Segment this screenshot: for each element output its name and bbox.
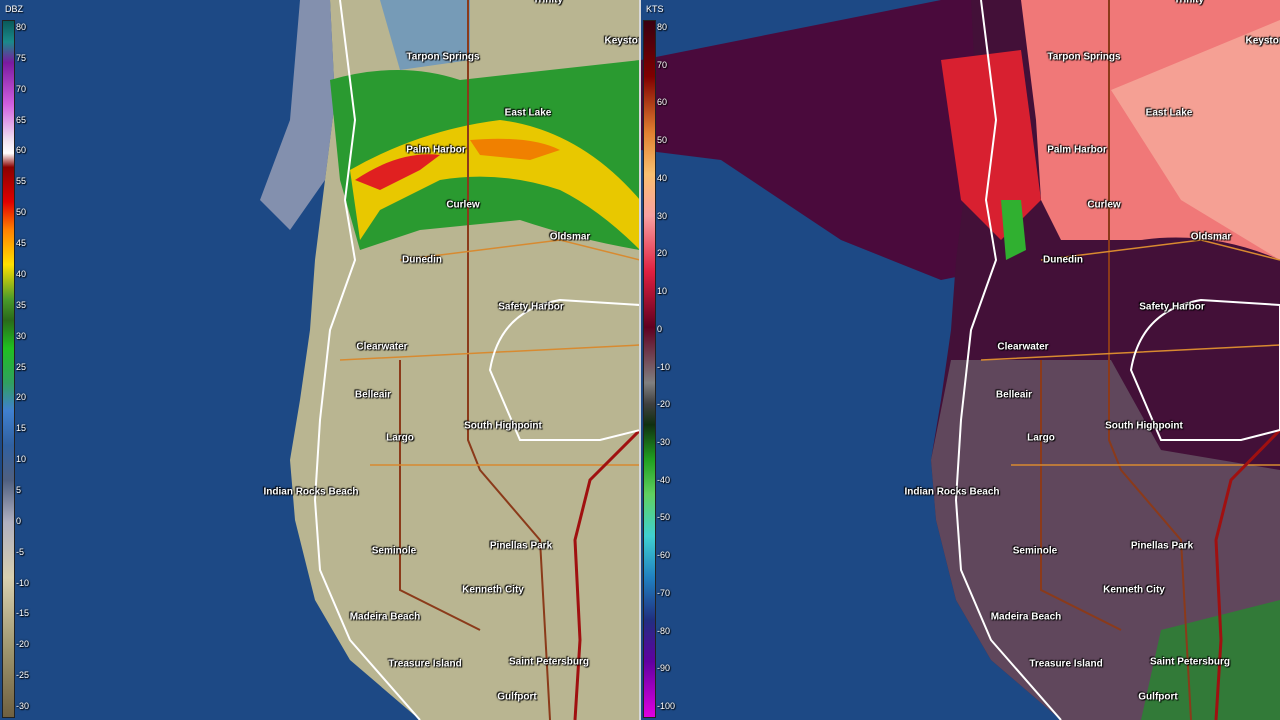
scale-label: 75 (16, 52, 27, 63)
scale-label: -60 (657, 550, 671, 561)
place-label: Pinellas Park (489, 540, 553, 552)
place-label: Keystone (1245, 35, 1280, 47)
place-label: Saint Petersburg (1149, 656, 1231, 668)
scale-label: -20 (657, 399, 671, 410)
place-label: Treasure Island (1029, 658, 1103, 670)
scale-label: 10 (16, 454, 27, 465)
scale-label: -70 (657, 587, 671, 598)
place-label: Palm Harbor (1047, 144, 1107, 156)
scale-label: -100 (657, 701, 676, 711)
place-label: Saint Petersburg (508, 656, 590, 668)
place-label: Indian Rocks Beach (263, 486, 359, 498)
scale-label: 55 (16, 176, 27, 187)
place-label: Kenneth City (462, 584, 524, 596)
place-label: Trinity (532, 0, 564, 6)
place-label: Trinity (1173, 0, 1205, 6)
place-label: Seminole (1012, 545, 1058, 557)
scale-label: -10 (657, 361, 671, 372)
scale-label: 25 (16, 361, 27, 372)
place-label: Dunedin (402, 254, 442, 266)
scale-label: 5 (16, 484, 22, 495)
place-label: Madeira Beach (349, 611, 421, 623)
scale-label: 0 (657, 323, 663, 334)
scale-label: 40 (657, 172, 668, 183)
scale-label: 50 (16, 207, 27, 218)
scale-label: 20 (657, 248, 668, 259)
place-label: Gulfport (1138, 691, 1178, 703)
place-label: Curlew (446, 199, 480, 211)
place-label: Tarpon Springs (406, 51, 480, 63)
scale-label: -30 (16, 701, 30, 711)
place-label: Madeira Beach (990, 611, 1062, 623)
place-label: Belleair (995, 389, 1033, 401)
scale-label: 60 (16, 145, 27, 156)
scale-label: -50 (657, 512, 671, 523)
place-label: Seminole (371, 545, 417, 557)
reflectivity-panel: Trinity Tarpon Springs Keystone East Lake Pa… (0, 0, 639, 720)
scale-label: 15 (16, 423, 27, 434)
place-label: Clearwater (997, 341, 1049, 353)
scale-label: 80 (16, 22, 27, 32)
scale-label: -15 (16, 608, 30, 619)
map (0, 0, 639, 720)
place-label: South Highpoint (1105, 420, 1183, 432)
scale-label: -5 (16, 546, 25, 557)
scale-label: 30 (16, 330, 27, 341)
place-label: Tarpon Springs (1047, 51, 1121, 63)
place-label: Palm Harbor (406, 144, 466, 156)
place-label: Largo (386, 432, 414, 444)
scale-label: 80 (657, 22, 668, 32)
divider (639, 0, 641, 720)
place-label: Largo (1027, 432, 1055, 444)
place-label: Kenneth City (1103, 584, 1165, 596)
scale-label: 60 (657, 97, 668, 108)
scale-label: -20 (16, 639, 30, 650)
scale-label: 70 (657, 59, 668, 70)
scale-label: -10 (16, 577, 30, 588)
scale-label: 40 (16, 268, 27, 279)
place-label: Safety Harbor (498, 301, 564, 313)
place-label: Belleair (354, 389, 392, 401)
scale-label: 30 (657, 210, 668, 221)
scale-label: 65 (16, 114, 27, 125)
scale-label: 10 (657, 286, 668, 297)
place-label: South Highpoint (464, 420, 542, 432)
map (641, 0, 1280, 720)
scale-label: 50 (657, 135, 668, 146)
place-label: Gulfport (497, 691, 537, 703)
place-label: Indian Rocks Beach (904, 486, 1000, 498)
color-scale (643, 20, 656, 718)
scale-unit: DBZ (5, 4, 23, 14)
scale-label: -30 (657, 436, 671, 447)
scale-label: 20 (16, 392, 27, 403)
scale-label: 0 (16, 515, 22, 526)
place-label: Keystone (604, 35, 639, 47)
place-label: East Lake (504, 107, 552, 119)
scale-label: -90 (657, 663, 671, 674)
place-label: Oldsmar (1190, 231, 1232, 243)
place-label: Oldsmar (549, 231, 591, 243)
place-label: Pinellas Park (1130, 540, 1194, 552)
place-label: Curlew (1087, 199, 1121, 211)
scale-label: -25 (16, 670, 30, 681)
scale-label: 45 (16, 238, 27, 249)
scale-unit: KTS (646, 4, 664, 14)
place-label: Safety Harbor (1139, 301, 1205, 313)
place-label: Clearwater (356, 341, 408, 353)
scale-label: -40 (657, 474, 671, 485)
scale-label: 35 (16, 299, 27, 310)
place-label: East Lake (1145, 107, 1193, 119)
place-label: Treasure Island (388, 658, 462, 670)
scale-label: -80 (657, 625, 671, 636)
velocity-panel: Trinity Tarpon Springs Keystone East Lake Pa… (641, 0, 1280, 720)
place-label: Dunedin (1043, 254, 1083, 266)
color-scale (2, 20, 15, 718)
scale-label: 70 (16, 83, 27, 94)
